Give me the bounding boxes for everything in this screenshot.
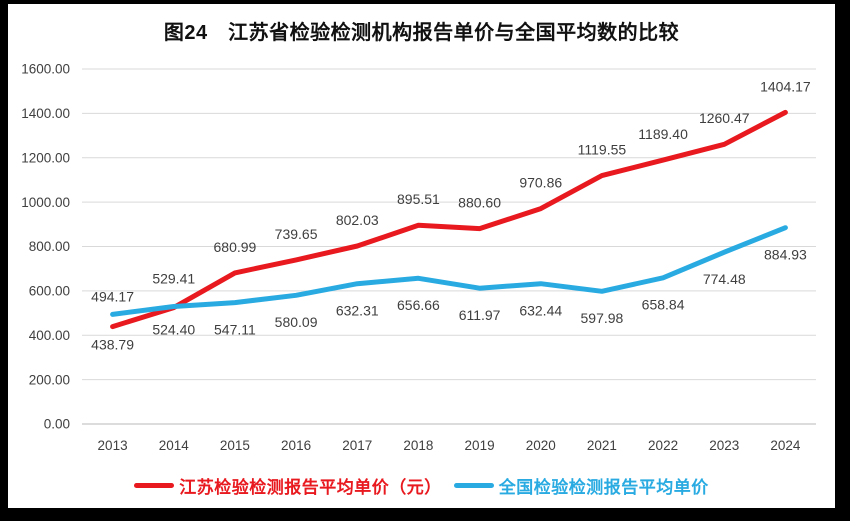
data-label: 611.97 [459,307,501,323]
x-axis-label: 2014 [159,438,190,453]
data-label: 970.86 [519,174,562,190]
data-label: 1119.55 [578,141,627,157]
data-label: 632.44 [519,303,562,319]
y-axis-tick-label: 1200.00 [21,150,70,165]
data-label: 880.60 [458,195,501,211]
data-label: 547.11 [214,322,256,338]
x-axis-label: 2023 [709,438,739,453]
x-axis-label: 2022 [648,438,678,453]
chart-panel: 图24 江苏省检验检测机构报告单价与全国平均数的比较 0.00 200.00 400… [8,4,835,508]
data-label: 656.66 [397,297,440,313]
y-axis-tick-label: 1600.00 [21,62,70,77]
x-axis-label: 2021 [587,438,617,453]
x-axis-label: 2015 [220,438,250,453]
legend-item-national: 全国检验检测报告平均单价 [453,473,709,498]
data-label: 597.98 [581,310,624,326]
x-axis-label: 2018 [403,438,433,453]
x-axis-label: 2013 [98,438,128,453]
chart-title: 图24 江苏省检验检测机构报告单价与全国平均数的比较 [163,22,680,44]
x-axis-label: 2016 [281,438,311,453]
x-axis-label: 2017 [342,438,372,453]
line-chart: 0.00 200.00 400.00 600.00 800.00 1000.00 1200.… [21,62,816,453]
data-label: 1404.17 [760,78,811,94]
y-axis-tick-label: 1400.00 [21,106,70,121]
y-axis-tick-label: 1000.00 [21,195,70,210]
legend-label-jiangsu: 江苏检验检测报告平均单价（元） [179,477,442,497]
data-label: 438.79 [91,337,134,353]
jiangsu-series-line [110,109,788,330]
x-axis-label: 2020 [526,438,556,453]
data-label: 884.93 [764,247,807,263]
x-axis-label: 2024 [770,438,801,453]
data-label: 680.99 [214,239,257,255]
data-label: 524.40 [152,322,195,338]
data-label: 774.48 [703,271,746,287]
data-label: 632.31 [336,303,379,319]
data-label: 1189.40 [638,126,688,142]
data-label: 580.09 [275,314,318,330]
legend-label-national: 全国检验检测报告平均单价 [498,477,709,497]
y-axis-tick-label: 600.00 [29,284,70,299]
data-label: 529.41 [152,270,195,286]
data-label: 494.17 [91,288,134,304]
data-label: 658.84 [642,297,685,313]
y-axis-tick-label: 0.00 [44,417,70,432]
jiangsu-series-swatch [134,482,175,488]
data-label: 739.65 [275,226,318,242]
y-axis-tick-label: 200.00 [29,372,70,387]
national-series-line [110,225,788,317]
national-series-swatch [453,482,494,488]
y-axis-tick-label: 400.00 [29,328,70,343]
x-axis-label: 2019 [465,438,495,453]
legend-item-jiangsu: 江苏检验检测报告平均单价（元） [134,473,442,498]
data-label: 802.03 [336,212,379,228]
data-label: 1260.47 [699,110,750,126]
data-label: 895.51 [397,191,440,207]
chart-legend: 江苏检验检测报告平均单价（元） 全国检验检测报告平均单价 [8,470,835,500]
y-axis-tick-label: 800.00 [29,239,70,254]
